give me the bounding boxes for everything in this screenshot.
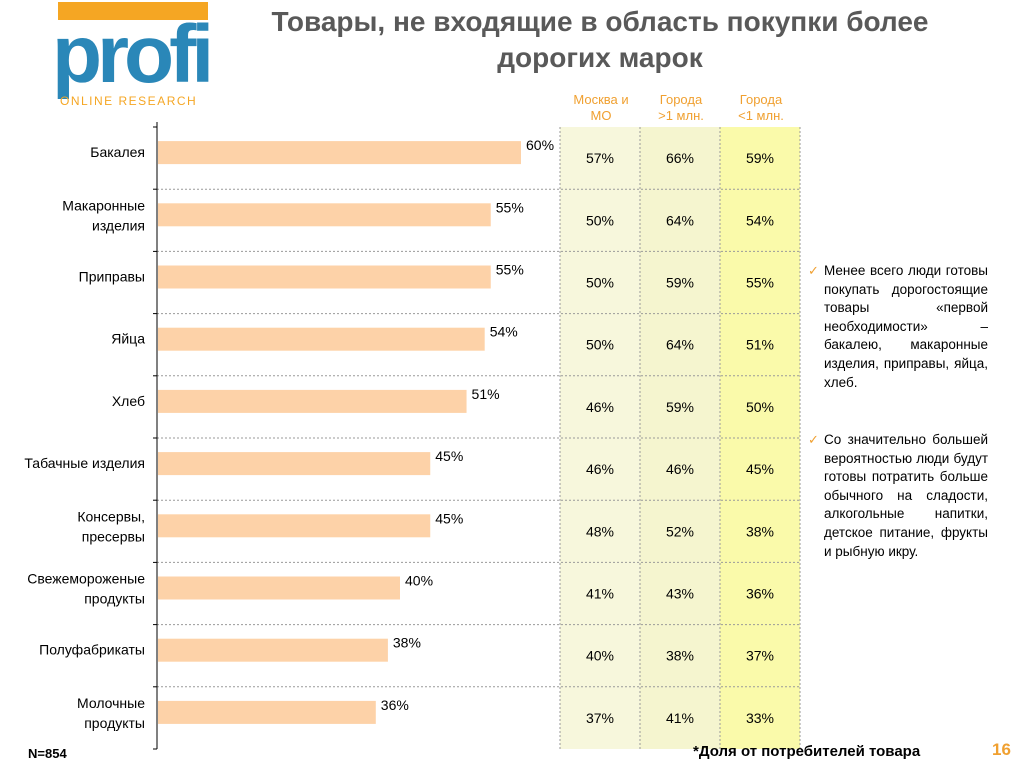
table-cell: 59% xyxy=(666,399,694,415)
table-cell: 66% xyxy=(666,150,694,166)
table-cell: 55% xyxy=(746,275,774,291)
table-cell: 46% xyxy=(586,399,614,415)
bar-value-label: 38% xyxy=(393,635,421,651)
table-cell: 50% xyxy=(586,337,614,353)
slide-title: Товары, не входящие в область покупки бо… xyxy=(271,6,929,73)
bar-value-label: 55% xyxy=(496,199,524,215)
category-label: Макаронные xyxy=(62,197,145,213)
bar-value-label: 45% xyxy=(435,448,463,464)
logo: profi xyxy=(52,9,214,100)
column-header-big-cities: Города >1 млн. xyxy=(658,92,704,123)
table-cell: 59% xyxy=(746,150,774,166)
category-label: Молочные xyxy=(77,695,145,711)
category-label: Табачные изделия xyxy=(24,455,145,471)
bar xyxy=(158,203,491,227)
bar xyxy=(158,389,467,413)
table-cell: 57% xyxy=(586,150,614,166)
table-cell: 46% xyxy=(666,461,694,477)
bar xyxy=(158,452,431,476)
side-note-2: ✓ Со значительно большей вероятностью лю… xyxy=(808,432,988,559)
column-header-moscow: Москва и МО xyxy=(573,92,629,123)
category-label: Приправы xyxy=(79,269,145,285)
category-label: Яйца xyxy=(111,331,145,347)
bar xyxy=(158,638,388,662)
table-cell: 48% xyxy=(586,523,614,539)
bar xyxy=(158,265,491,289)
table-cell: 59% xyxy=(666,275,694,291)
category-label: продукты xyxy=(84,715,145,731)
checkmark-icon: ✓ xyxy=(808,263,819,278)
category-label: продукты xyxy=(84,591,145,607)
category-label: Полуфабрикаты xyxy=(39,642,145,658)
footnote: *Доля от потребителей товара xyxy=(693,743,921,760)
bar-value-label: 60% xyxy=(526,137,554,153)
bar-value-label: 45% xyxy=(435,510,463,526)
bar xyxy=(158,576,400,600)
side-note-1: ✓ Менее всего люди готовы покупать дорог… xyxy=(808,263,988,390)
category-label: Бакалея xyxy=(90,144,145,160)
bar-value-label: 55% xyxy=(496,262,524,278)
table-cell: 52% xyxy=(666,523,694,539)
table-cell: 50% xyxy=(586,212,614,228)
bar xyxy=(158,514,431,538)
bar xyxy=(158,700,376,724)
table-cell: 50% xyxy=(746,399,774,415)
table-cell: 37% xyxy=(746,648,774,664)
bar-value-label: 36% xyxy=(381,697,409,713)
table-cell: 41% xyxy=(586,586,614,602)
column-header-small-cities: Города <1 млн. xyxy=(738,92,784,123)
category-label: Свежемороженые xyxy=(27,571,145,587)
category-label: изделия xyxy=(92,217,145,233)
table-cell: 41% xyxy=(666,710,694,726)
table-cell: 64% xyxy=(666,337,694,353)
category-label: пресервы xyxy=(82,528,145,544)
bar-value-label: 54% xyxy=(490,324,518,340)
table-cell: 45% xyxy=(746,461,774,477)
table-cell: 51% xyxy=(746,337,774,353)
category-label: Хлеб xyxy=(112,393,145,409)
table-cell: 37% xyxy=(586,710,614,726)
category-label: Консервы, xyxy=(77,508,145,524)
bar xyxy=(158,141,521,165)
table-cell: 38% xyxy=(666,648,694,664)
table-cell: 38% xyxy=(746,523,774,539)
logo-subtitle: ONLINE RESEARCH xyxy=(60,94,198,108)
sample-size: N=854 xyxy=(28,746,67,761)
table-cell: 33% xyxy=(746,710,774,726)
bar-value-label: 40% xyxy=(405,573,433,589)
table-cell: 50% xyxy=(586,275,614,291)
bar xyxy=(158,327,485,351)
table-cell: 40% xyxy=(586,648,614,664)
table-cell: 43% xyxy=(666,586,694,602)
logo-bar xyxy=(58,2,208,20)
table-cell: 36% xyxy=(746,586,774,602)
table-cell: 46% xyxy=(586,461,614,477)
bar-value-label: 51% xyxy=(472,386,500,402)
checkmark-icon: ✓ xyxy=(808,432,819,447)
table-cell: 54% xyxy=(746,212,774,228)
page-number: 16 xyxy=(992,740,1011,759)
table-cell: 64% xyxy=(666,212,694,228)
